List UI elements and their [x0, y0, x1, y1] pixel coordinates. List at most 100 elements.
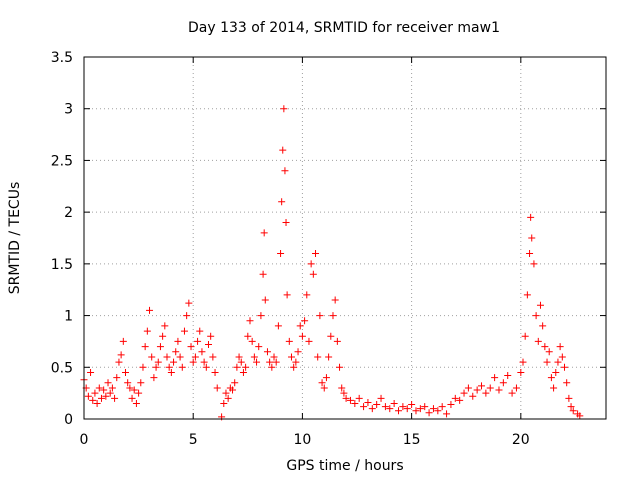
y-tick-label: 1.5 [51, 257, 73, 273]
data-point [399, 403, 407, 411]
data-point [390, 399, 398, 407]
y-tick-label: 0.5 [51, 360, 73, 376]
data-point [141, 343, 149, 351]
data-point [156, 343, 164, 351]
data-point [146, 306, 154, 314]
data-point [425, 409, 433, 417]
data-point [183, 312, 191, 320]
data-point [298, 332, 306, 340]
data-point [305, 337, 313, 345]
data-point [198, 348, 206, 356]
data-point [117, 351, 125, 359]
data-point [532, 312, 540, 320]
data-point [126, 384, 134, 392]
data-point [456, 396, 464, 404]
data-point [128, 394, 136, 402]
data-point [106, 389, 114, 397]
x-tick-label: 20 [512, 432, 530, 448]
data-point [519, 358, 527, 366]
grid-lines [84, 57, 606, 419]
data-point [272, 358, 280, 366]
data-point [209, 353, 217, 361]
data-point [567, 403, 575, 411]
x-axis-title: GPS time / hours [286, 458, 403, 474]
data-point [421, 403, 429, 411]
data-point [270, 353, 278, 361]
data-point [159, 332, 167, 340]
data-point [351, 399, 359, 407]
data-point [368, 405, 376, 413]
data-point [491, 374, 499, 382]
data-point [545, 348, 553, 356]
data-point [266, 358, 274, 366]
data-point [135, 389, 143, 397]
data-point [91, 389, 99, 397]
data-point [360, 403, 368, 411]
data-point [143, 327, 151, 335]
data-point [296, 322, 304, 330]
data-point [290, 363, 298, 371]
data-point [528, 234, 536, 242]
data-point [329, 312, 337, 320]
data-point [224, 394, 232, 402]
data-point [340, 389, 348, 397]
data-point [207, 332, 215, 340]
data-point [336, 363, 344, 371]
data-point [174, 337, 182, 345]
data-point [233, 363, 241, 371]
data-point [403, 405, 411, 413]
data-point [222, 389, 230, 397]
data-point [211, 368, 219, 376]
data-point [253, 358, 261, 366]
data-point [255, 343, 263, 351]
data-point [287, 353, 295, 361]
data-point [558, 353, 566, 361]
data-point [242, 363, 250, 371]
data-point [309, 270, 317, 278]
data-point [447, 401, 455, 409]
data-point [261, 296, 269, 304]
data-point [530, 260, 538, 268]
data-point [512, 384, 520, 392]
data-point [355, 394, 363, 402]
data-point [517, 368, 525, 376]
data-point [331, 296, 339, 304]
data-point [124, 379, 132, 387]
data-point [119, 337, 127, 345]
y-tick-label: 2.5 [51, 153, 73, 169]
data-point [102, 392, 110, 400]
data-point [235, 353, 243, 361]
data-point [180, 327, 188, 335]
data-point [469, 392, 477, 400]
data-point [280, 105, 288, 113]
data-point [111, 394, 119, 402]
data-point [185, 299, 193, 307]
data-point [196, 327, 204, 335]
data-point [325, 353, 333, 361]
x-tick-labels: 0 5 10 15 20 [80, 432, 530, 448]
data-point [333, 337, 341, 345]
data-point [93, 399, 101, 407]
data-point [327, 332, 335, 340]
data-point [547, 374, 555, 382]
data-point [534, 337, 542, 345]
data-point [268, 363, 276, 371]
data-point [130, 386, 138, 394]
data-point [482, 389, 490, 397]
data-point [279, 146, 287, 154]
data-point [259, 270, 267, 278]
data-point [278, 198, 286, 206]
data-point [460, 389, 468, 397]
data-point [322, 374, 330, 382]
data-point [338, 384, 346, 392]
data-point [204, 341, 212, 349]
data-point [292, 358, 300, 366]
data-point [504, 372, 512, 380]
data-point [478, 382, 486, 390]
data-point [231, 379, 239, 387]
data-point [434, 407, 442, 415]
data-point [320, 384, 328, 392]
y-tick-label: 1 [64, 309, 73, 325]
data-point [246, 317, 254, 325]
